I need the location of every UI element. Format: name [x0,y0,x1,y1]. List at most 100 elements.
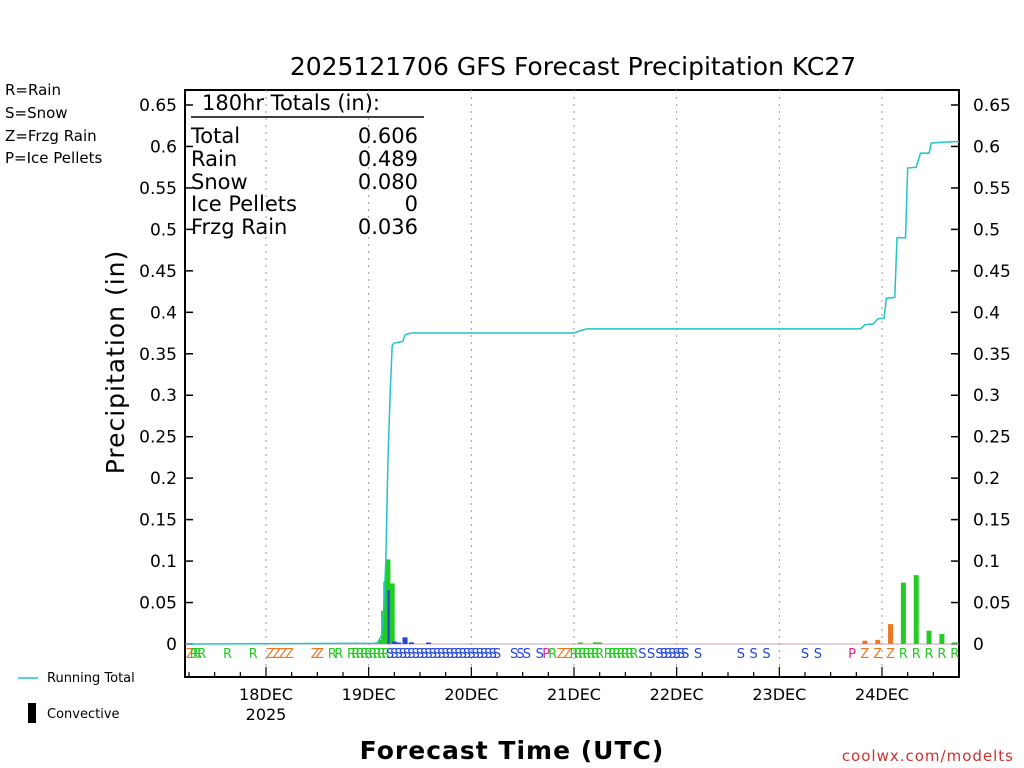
ptype-marker-59: R [578,647,587,662]
y-tick-label-left-3: 0.15 [139,511,177,531]
ptype-marker-82: S [750,647,758,662]
ptype-marker-66: R [612,647,621,662]
precip-bar-22 [952,642,958,644]
ptype-marker-20: R [373,647,382,662]
ptype-marker-36: S [442,647,450,662]
x-tick-label-4: 22DEC [650,685,704,704]
y-tick-label-right-11: 0.55 [973,179,1011,199]
totals-ice-label: Ice Pellets [191,192,297,216]
legend-ice-pellets: P=Ice Pellets [5,149,102,167]
ptype-marker-27: S [403,647,411,662]
ptype-marker-61: R [587,647,596,662]
ptype-marker-46: S [484,647,492,662]
ptype-marker-5: R [249,647,258,662]
ptype-marker-74: S [660,647,668,662]
ptype-marker-64: R [604,647,613,662]
precip-bar-9 [402,637,408,644]
y-tick-label-right-3: 0.15 [973,511,1011,531]
ptype-marker-38: S [450,647,458,662]
totals-box: 180hr Totals (in): Total 0.606 Rain 0.48… [190,91,424,239]
ptype-marker-17: R [360,647,369,662]
ptype-marker-54: R [548,647,557,662]
ptype-marker-41: S [463,647,471,662]
credit-text: coolwx.com/modelts [842,747,1014,765]
ptype-legend: R=Rain S=Snow Z=Frzg Rain P=Ice Pellets [5,81,102,167]
y-tick-label-right-12: 0.6 [973,137,1000,157]
y-tick-label-left-12: 0.6 [150,137,177,157]
ptype-marker-76: S [668,647,676,662]
legend-frzg-rain: Z=Frzg Rain [5,127,97,145]
y-axis-ticks: 0 0 0.05 0.05 0.1 0.1 0.15 0.15 0.2 0.2 0.25 0.25 0.… [139,96,1011,655]
y-tick-label-right-10: 0.5 [973,220,1000,240]
y-tick-label-left-4: 0.2 [150,469,177,489]
y-tick-label-left-6: 0.3 [150,386,177,406]
y-tick-label-left-5: 0.25 [139,428,177,448]
ptype-marker-11: Z [315,647,324,662]
precip-bar-7 [391,641,397,644]
precip-bar-21 [939,634,945,644]
ptype-marker-12: R [328,647,337,662]
ptype-marker-85: S [814,647,822,662]
ptype-marker-10: Z [311,647,320,662]
ptype-marker-71: S [638,647,646,662]
ptype-marker-68: R [621,647,630,662]
ptype-marker-73: S [655,647,663,662]
y-tick-label-right-6: 0.3 [973,386,1000,406]
ptype-marker-94: R [950,647,959,662]
ptype-marker-2: R [193,647,202,662]
totals-snow-label: Snow [191,170,248,194]
ptype-marker-44: S [476,647,484,662]
ptype-marker-4: R [223,647,232,662]
ptype-marker-62: R [591,647,600,662]
ptype-marker-43: S [471,647,479,662]
y-tick-label-right-7: 0.35 [973,345,1011,365]
ptype-marker-8: Z [279,647,288,662]
x-tick-label-6: 24DEC [855,685,909,704]
ptype-marker-57: R [569,647,578,662]
ptype-marker-79: S [681,647,689,662]
ptype-marker-93: R [937,647,946,662]
x-tick-label-3: 21DEC [547,685,601,704]
x-tick-label-2: 20DEC [444,685,498,704]
x-tick-sublabel-0: 2025 [246,705,287,724]
precip-bar-17 [888,624,894,644]
y-tick-label-right-8: 0.4 [973,303,1000,323]
y-tick-label-right-1: 0.05 [973,594,1011,614]
ptype-marker-47: S [489,647,497,662]
ptype-marker-18: R [364,647,373,662]
legend-snow: S=Snow [5,104,68,122]
ptype-marker-26: S [399,647,407,662]
ptype-marker-35: S [437,647,445,662]
ptype-marker-48: S [493,647,501,662]
ptype-marker-58: R [574,647,583,662]
ptype-marker-28: S [407,647,415,662]
ptype-marker-37: S [446,647,454,662]
totals-ice-value: 0 [405,192,418,216]
precip-bar-6 [389,583,395,644]
ptype-marker-30: S [416,647,424,662]
precip-bar-18 [900,582,906,644]
precip-bar-19 [913,575,919,644]
y-tick-label-left-10: 0.5 [150,220,177,240]
bottom-legend: Running Total Convective [18,671,135,723]
ptype-marker-87: Z [860,647,869,662]
convective-legend-label: Convective [47,707,120,722]
ptype-marker-86: P [848,647,856,662]
y-axis-label: Precipitation (in) [101,250,130,475]
ptype-marker-16: R [356,647,365,662]
y-tick-label-right-5: 0.25 [973,428,1011,448]
ptype-marker-55: Z [557,647,566,662]
ptype-marker-39: S [454,647,462,662]
ptype-marker-24: S [390,647,398,662]
ptype-marker-75: S [664,647,672,662]
ptype-marker-84: S [801,647,809,662]
ptype-marker-80: S [694,647,702,662]
ptype-marker-14: R [347,647,356,662]
ptype-marker-13: R [334,647,343,662]
ptype-marker-34: S [433,647,441,662]
ptype-marker-72: S [647,647,655,662]
precip-bar-13 [592,642,598,644]
